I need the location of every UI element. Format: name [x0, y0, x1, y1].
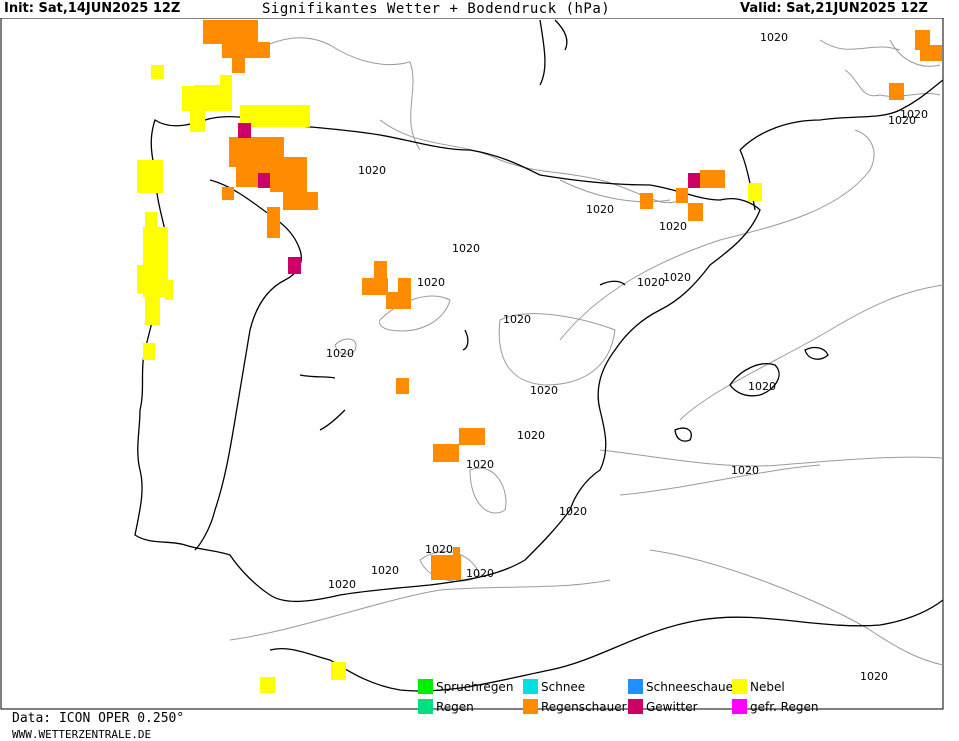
legend-label: gefr. Regen [750, 699, 819, 714]
isobar-label: 1020 [358, 164, 386, 177]
isobars [229, 37, 944, 666]
legend-label: Gewitter [646, 699, 698, 714]
legend-label: Spruehregen [436, 679, 514, 694]
isobar-label: 1020 [586, 203, 614, 216]
legend-label: Nebel [750, 679, 785, 694]
data-source: Data: ICON OPER 0.250° [12, 711, 185, 726]
swatch [732, 699, 747, 714]
legend-item-nebel: Nebel [732, 678, 785, 695]
isobar-label: 1020 [748, 380, 776, 393]
swatch [628, 679, 643, 694]
legend-item-gefr-regen: gefr. Regen [732, 698, 818, 715]
isobar-label: 1020 [530, 384, 558, 397]
isobar-label: 1020 [731, 464, 759, 477]
legend-item-gewitter: Gewitter [628, 698, 698, 715]
isobar-label: 1020 [760, 31, 788, 44]
legend-label: Regen [436, 699, 474, 714]
legend-item-regen: Regen [418, 698, 474, 715]
swatch [418, 699, 433, 714]
swatch [418, 679, 433, 694]
weather-map: 1020 1020 1020 1020 1020 1020 1020 1020 … [0, 18, 944, 710]
legend-item-schneeschauer: Schneeschauer [628, 678, 738, 695]
significant-weather-cells [137, 20, 942, 693]
isobar-label: 1020 [452, 242, 480, 255]
legend-item-schnee: Schnee [523, 678, 585, 695]
isobar-label: 1020 [466, 567, 494, 580]
isobar-label: 1020 [517, 429, 545, 442]
isobar-label: 1020 [425, 543, 453, 556]
legend-label: Schneeschauer [646, 679, 738, 694]
isobar-label: 1020 [466, 458, 494, 471]
isobar-label: 1020 [328, 578, 356, 591]
swatch [628, 699, 643, 714]
swatch [523, 699, 538, 714]
legend-item-spruehregen: Spruehregen [418, 678, 513, 695]
isobar-label: 1020 [326, 347, 354, 360]
weather-legend: Spruehregen Schnee Schneeschauer Nebel R… [418, 678, 838, 718]
isobar-label: 1020 [417, 276, 445, 289]
isobar-label: 1020 [503, 313, 531, 326]
legend-label: Regenschauer [541, 699, 627, 714]
isobar-label: 1020 [659, 220, 687, 233]
isobar-label: 1020 [371, 564, 399, 577]
valid-time: Valid: Sat,21JUN2025 12Z [740, 1, 928, 16]
legend-item-regenschauer: Regenschauer [523, 698, 627, 715]
isobar-label: 1020 [860, 670, 888, 683]
isobar-label: 1020 [559, 505, 587, 518]
isobar-labels: 1020 1020 1020 1020 1020 1020 1020 1020 … [326, 31, 928, 683]
website-link[interactable]: WWW.WETTERZENTRALE.DE [12, 728, 152, 741]
swatch [732, 679, 747, 694]
map-title: Signifikantes Wetter + Bodendruck (hPa) [262, 1, 611, 17]
init-time: Init: Sat,14JUN2025 12Z [4, 1, 181, 16]
swatch [523, 679, 538, 694]
isobar-label: 1020 [637, 276, 665, 289]
map-frame [0, 18, 944, 710]
isobar-label: 1020 [663, 271, 691, 284]
isobar-label: 1020 [900, 108, 928, 121]
isobar-label: 1020 [888, 114, 916, 127]
legend-label: Schnee [541, 679, 586, 694]
